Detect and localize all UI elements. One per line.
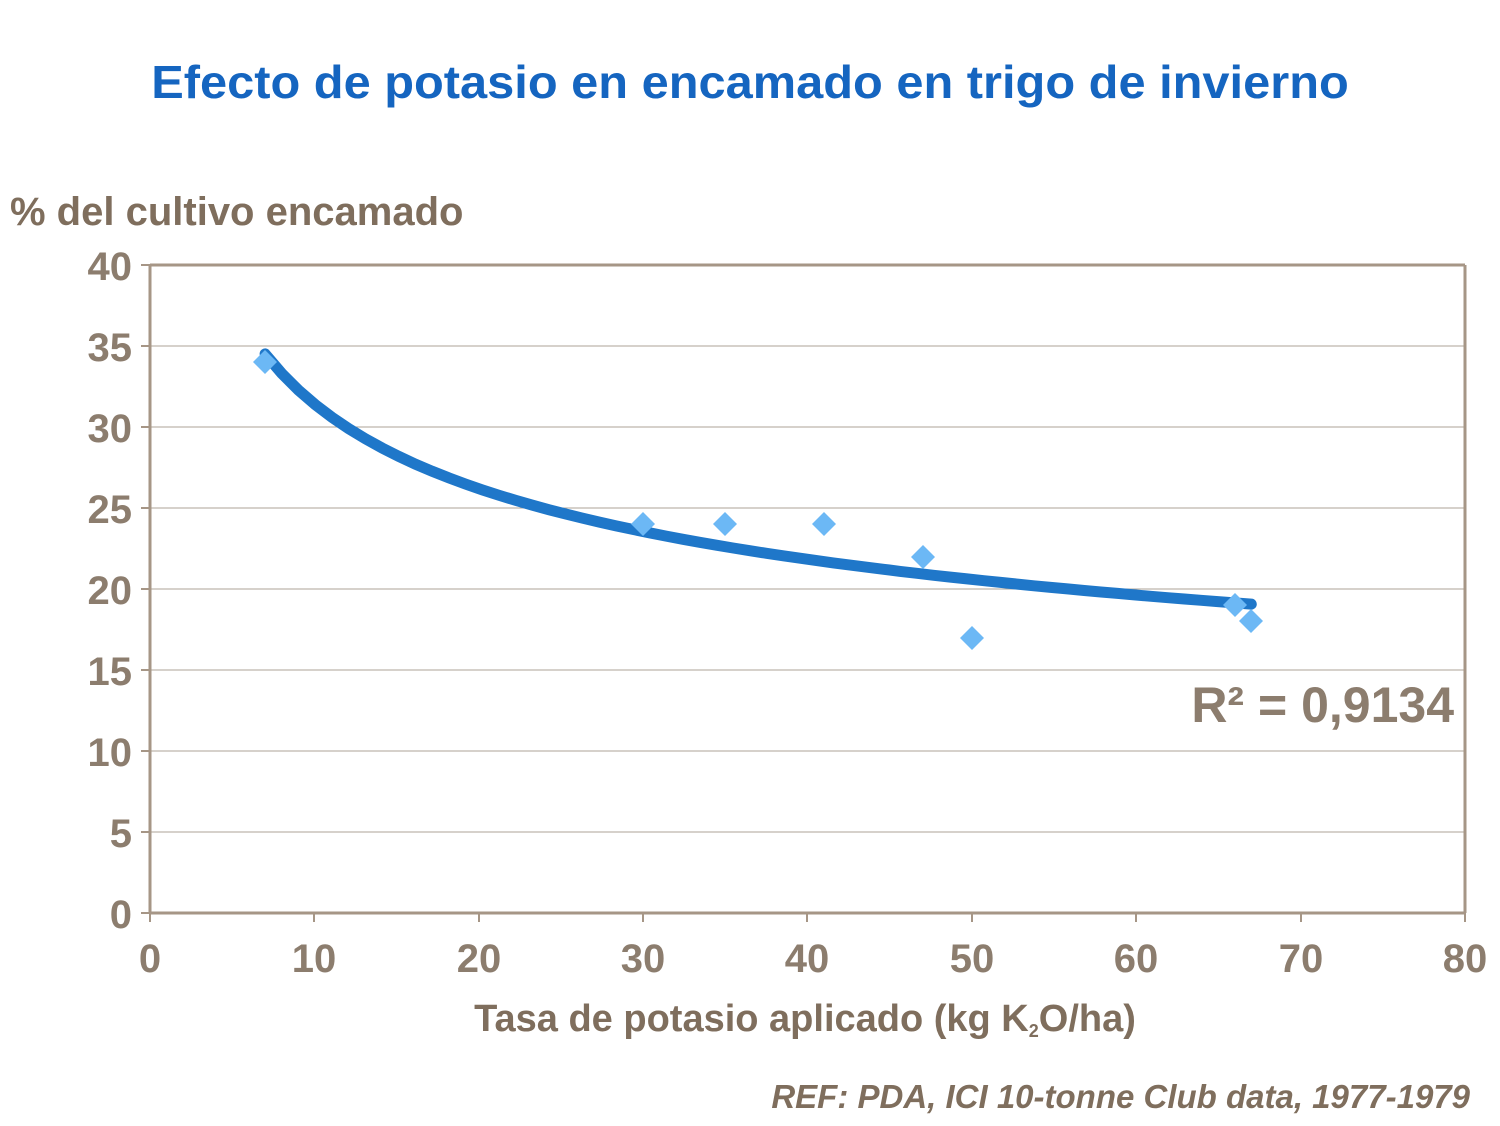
svg-text:10: 10: [88, 731, 133, 775]
svg-text:0: 0: [139, 937, 161, 981]
svg-text:15: 15: [88, 650, 133, 694]
svg-text:35: 35: [88, 326, 133, 370]
svg-text:25: 25: [88, 488, 133, 532]
svg-text:5: 5: [110, 812, 132, 856]
svg-text:20: 20: [457, 937, 502, 981]
svg-text:20: 20: [88, 569, 133, 613]
svg-text:50: 50: [950, 937, 995, 981]
svg-text:0: 0: [110, 893, 132, 937]
svg-text:70: 70: [1279, 937, 1324, 981]
svg-text:30: 30: [621, 937, 666, 981]
svg-text:40: 40: [88, 245, 133, 289]
svg-text:10: 10: [292, 937, 337, 981]
svg-text:80: 80: [1443, 937, 1488, 981]
svg-text:30: 30: [88, 407, 133, 451]
svg-text:40: 40: [785, 937, 830, 981]
svg-text:R² = 0,9134: R² = 0,9134: [1191, 677, 1454, 733]
svg-text:60: 60: [1114, 937, 1159, 981]
